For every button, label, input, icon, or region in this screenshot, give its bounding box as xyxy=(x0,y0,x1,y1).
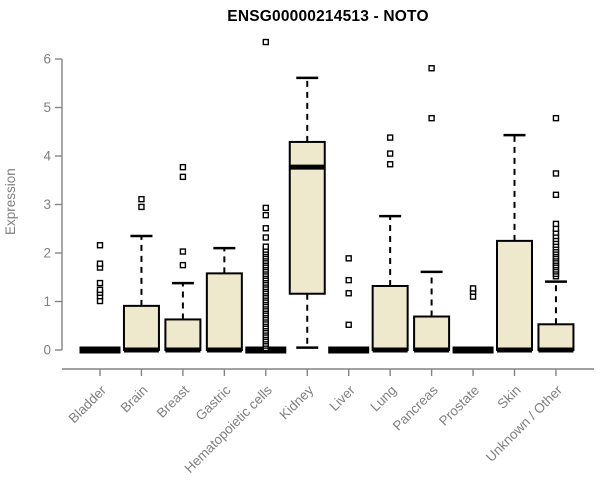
svg-text:Pancreas: Pancreas xyxy=(390,382,441,433)
svg-text:2: 2 xyxy=(43,246,51,261)
svg-text:Breast: Breast xyxy=(154,382,192,420)
svg-text:1: 1 xyxy=(43,294,51,309)
svg-text:Kidney: Kidney xyxy=(277,382,317,422)
svg-text:Lung: Lung xyxy=(367,383,399,415)
svg-text:3: 3 xyxy=(43,197,51,212)
svg-text:4: 4 xyxy=(43,149,51,164)
svg-text:Gastric: Gastric xyxy=(193,382,234,423)
svg-text:Liver: Liver xyxy=(327,382,359,414)
svg-text:Unknown / Other: Unknown / Other xyxy=(483,382,566,465)
svg-text:Prostate: Prostate xyxy=(436,383,482,429)
svg-text:Skin: Skin xyxy=(494,383,523,412)
svg-text:5: 5 xyxy=(43,100,51,115)
svg-text:Brain: Brain xyxy=(118,383,151,416)
svg-text:6: 6 xyxy=(43,52,51,67)
chart-title: ENSG00000214513 - NOTO xyxy=(227,8,429,25)
svg-text:Bladder: Bladder xyxy=(66,382,110,426)
svg-text:0: 0 xyxy=(43,343,51,358)
